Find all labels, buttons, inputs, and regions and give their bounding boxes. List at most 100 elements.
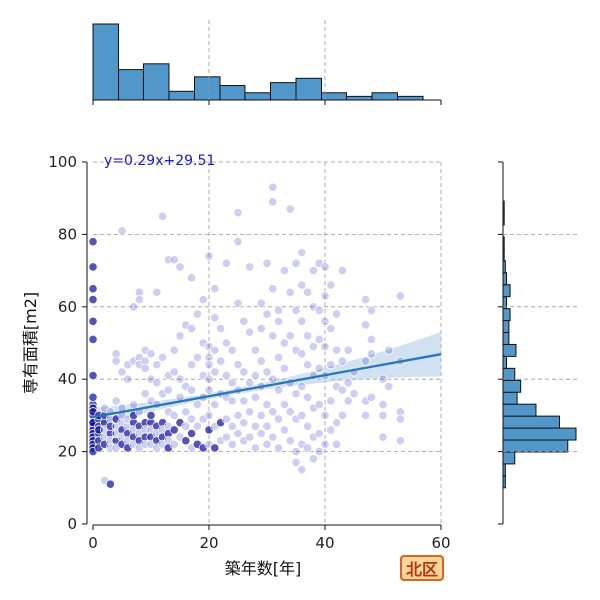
data-point — [88, 316, 98, 326]
data-point — [111, 349, 121, 359]
data-point — [140, 356, 150, 366]
histogram-bar-x — [397, 95, 424, 101]
data-point — [349, 389, 359, 399]
data-point — [227, 439, 237, 449]
data-point — [395, 407, 405, 417]
data-point — [320, 262, 330, 272]
data-point — [366, 334, 376, 344]
data-point — [378, 410, 388, 420]
data-point — [302, 331, 313, 341]
data-point — [146, 410, 156, 420]
data-point — [366, 392, 376, 402]
data-point — [245, 262, 255, 272]
data-point — [302, 360, 313, 370]
data-point — [291, 446, 301, 457]
data-point — [88, 334, 98, 344]
data-point — [285, 436, 295, 446]
data-point — [105, 479, 116, 489]
data-point — [181, 421, 191, 431]
data-point — [343, 345, 353, 355]
data-point — [221, 370, 231, 381]
data-point — [291, 389, 301, 399]
data-point — [314, 305, 324, 316]
data-point — [395, 436, 405, 446]
data-point — [326, 280, 336, 290]
data-point — [245, 407, 255, 417]
data-point — [273, 443, 284, 453]
data-point — [268, 197, 278, 207]
data-point — [360, 320, 371, 330]
data-point — [227, 421, 237, 431]
data-point — [297, 247, 307, 258]
data-point — [250, 370, 260, 381]
y-tick-label: 80 — [58, 225, 77, 243]
data-point — [129, 302, 139, 312]
data-point — [268, 182, 278, 192]
data-point — [88, 262, 98, 272]
data-point — [117, 226, 127, 236]
scatter-gridlines — [93, 20, 580, 524]
region-badge: 北区 — [400, 555, 444, 581]
data-point — [366, 349, 376, 359]
histogram-bar-y — [502, 379, 522, 393]
data-point — [395, 414, 405, 424]
data-point — [88, 294, 98, 305]
top-marginal-histogram — [92, 23, 442, 105]
histogram-bar-y — [502, 343, 517, 357]
data-point — [88, 237, 98, 247]
data-point — [210, 399, 220, 410]
data-point — [169, 367, 179, 377]
regression-line-path — [92, 353, 442, 419]
data-point — [297, 465, 307, 475]
data-point — [192, 421, 202, 431]
data-point — [314, 446, 324, 457]
data-point — [308, 342, 318, 352]
histogram-bar-x — [142, 63, 170, 101]
y-tick-label: 0 — [67, 515, 77, 533]
data-point — [181, 436, 191, 446]
data-point — [308, 454, 318, 464]
data-point — [297, 349, 307, 359]
data-point — [221, 338, 231, 348]
data-point — [210, 345, 220, 355]
data-point — [158, 211, 168, 221]
data-point — [233, 237, 243, 247]
data-point — [233, 410, 243, 420]
data-point — [187, 273, 197, 283]
data-point — [268, 284, 278, 294]
data-point — [297, 280, 307, 290]
data-point — [360, 410, 371, 420]
regression-equation: y=0.29x+29.51 — [104, 153, 215, 169]
data-point — [210, 284, 220, 294]
data-point — [250, 443, 260, 453]
data-point — [256, 428, 266, 439]
data-point — [256, 298, 266, 308]
data-point — [169, 425, 179, 435]
data-point — [343, 396, 353, 406]
data-point — [302, 392, 313, 402]
data-point — [175, 262, 185, 272]
data-point — [279, 399, 289, 410]
data-point — [169, 439, 179, 449]
y-tick-label: 100 — [48, 153, 77, 171]
histogram-bar-y — [502, 320, 510, 334]
data-point — [337, 385, 347, 395]
data-point — [314, 428, 324, 439]
data-point — [378, 374, 388, 384]
data-point — [384, 345, 394, 355]
data-point — [337, 356, 347, 366]
data-point — [262, 421, 272, 431]
histogram-bar-x — [92, 23, 120, 101]
data-point — [163, 385, 173, 395]
data-point — [314, 399, 324, 410]
data-point — [204, 385, 214, 395]
histogram-bar-y — [502, 415, 561, 429]
scatter-axes: 0 20 40 60 0 20 40 60 80 100 — [48, 153, 450, 552]
data-point — [297, 410, 307, 420]
histogram-bar-x — [118, 69, 144, 101]
data-point — [152, 378, 162, 388]
data-point — [268, 407, 278, 417]
confidence-band — [93, 331, 441, 427]
data-point — [123, 374, 133, 384]
data-point — [320, 291, 330, 301]
